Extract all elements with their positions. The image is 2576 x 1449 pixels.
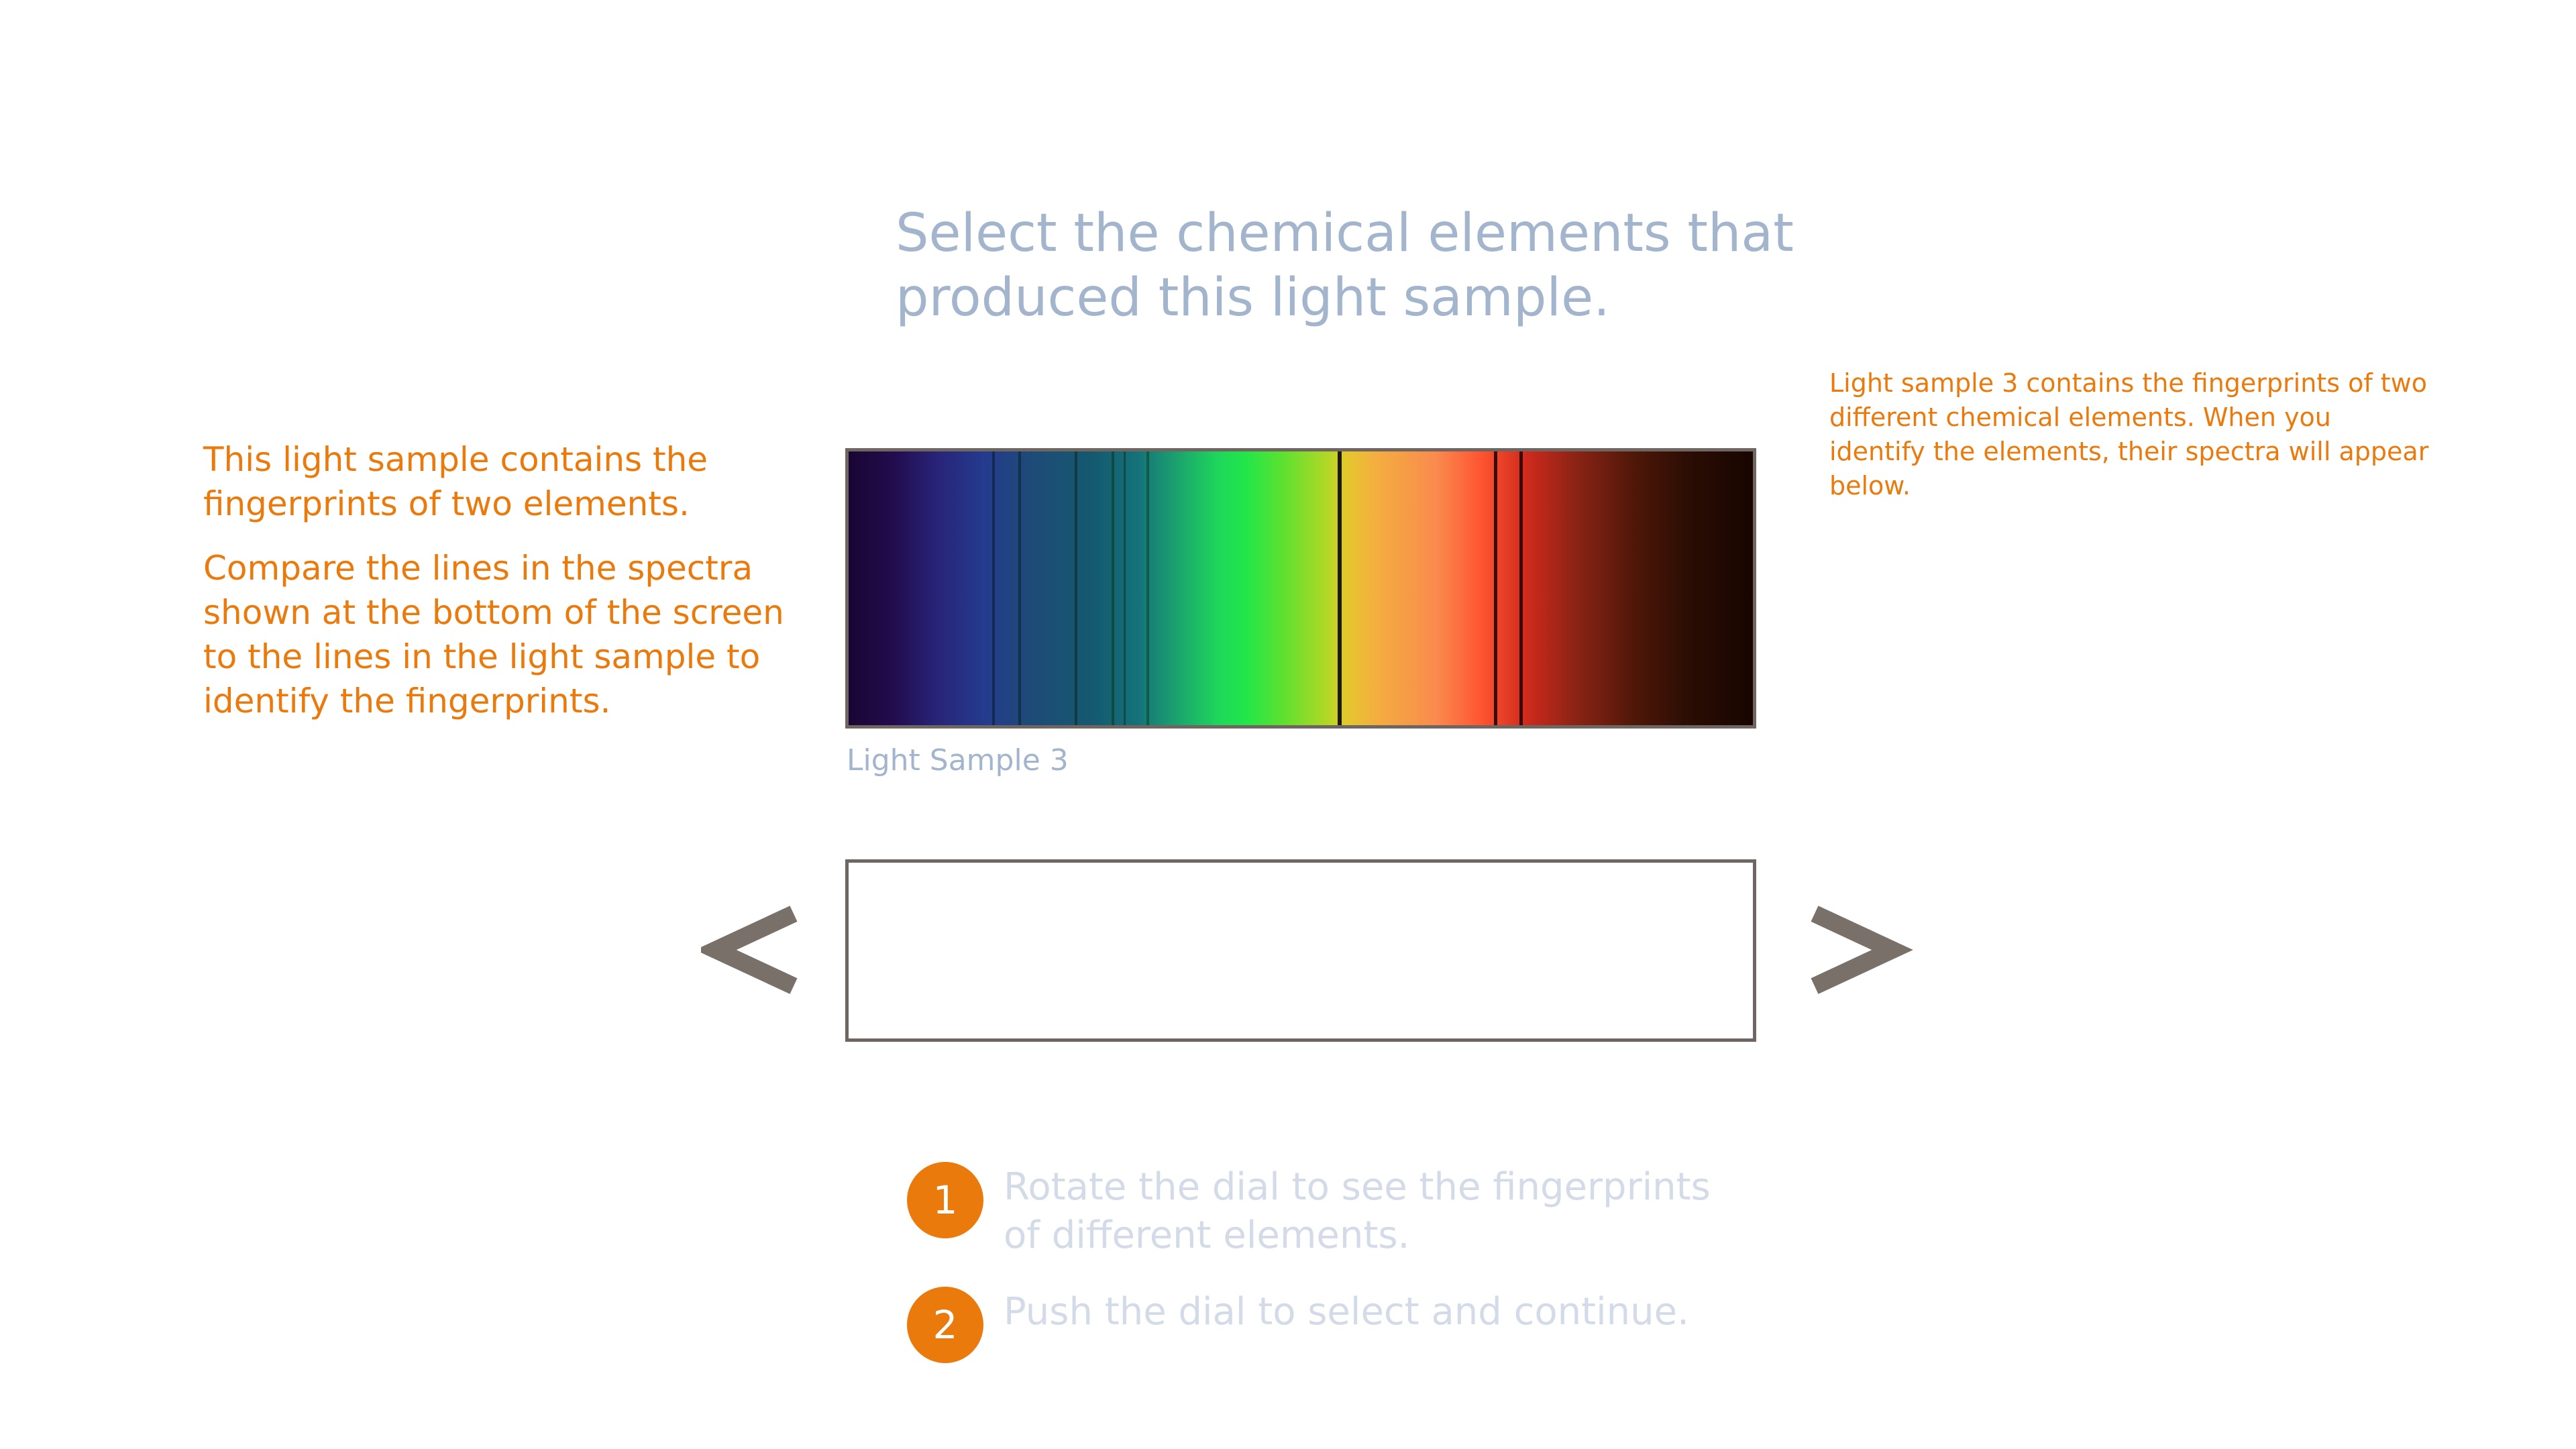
chevron-right-icon xyxy=(1811,906,1913,994)
spectral-line xyxy=(992,451,995,725)
spectral-line xyxy=(1146,451,1149,725)
spectral-line xyxy=(1112,451,1114,725)
light-sample-spectrum xyxy=(845,448,1756,729)
step-1: 1 Rotate the dial to see the fingerprint… xyxy=(907,1162,1779,1257)
next-element-button[interactable] xyxy=(1807,894,1914,1014)
previous-element-button[interactable] xyxy=(701,894,808,1014)
spectrum-graphic xyxy=(849,451,1753,725)
instructions-panel: This light sample contains the fingerpri… xyxy=(203,437,807,743)
step-1-number-badge: 1 xyxy=(907,1162,983,1238)
spectral-line xyxy=(1124,451,1126,725)
spectral-line xyxy=(1018,451,1021,725)
spectral-line xyxy=(1075,451,1077,725)
sample-hint: Light sample 3 contains the fingerprints… xyxy=(1829,368,2429,500)
instructions-compare: Compare the lines in the spectra shown a… xyxy=(203,549,784,720)
spectral-lines xyxy=(992,451,1523,725)
element-selection-box[interactable] xyxy=(845,859,1756,1042)
page-title: Select the chemical elements that produc… xyxy=(896,203,1794,328)
spectral-line xyxy=(1519,451,1523,725)
instructions-intro: This light sample contains the fingerpri… xyxy=(203,440,708,523)
spectral-line xyxy=(1494,451,1497,725)
step-2: 2 Push the dial to select and continue. xyxy=(907,1287,1779,1374)
spectral-line xyxy=(1338,451,1342,725)
spectrum-gradient xyxy=(849,451,1753,725)
step-2-text: Push the dial to select and continue. xyxy=(1004,1290,1689,1334)
step-1-text: Rotate the dial to see the fingerprints … xyxy=(1004,1165,1711,1257)
sample-label: Light Sample 3 xyxy=(847,743,1069,777)
step-2-number-badge: 2 xyxy=(907,1287,983,1363)
chevron-left-icon xyxy=(701,906,798,994)
